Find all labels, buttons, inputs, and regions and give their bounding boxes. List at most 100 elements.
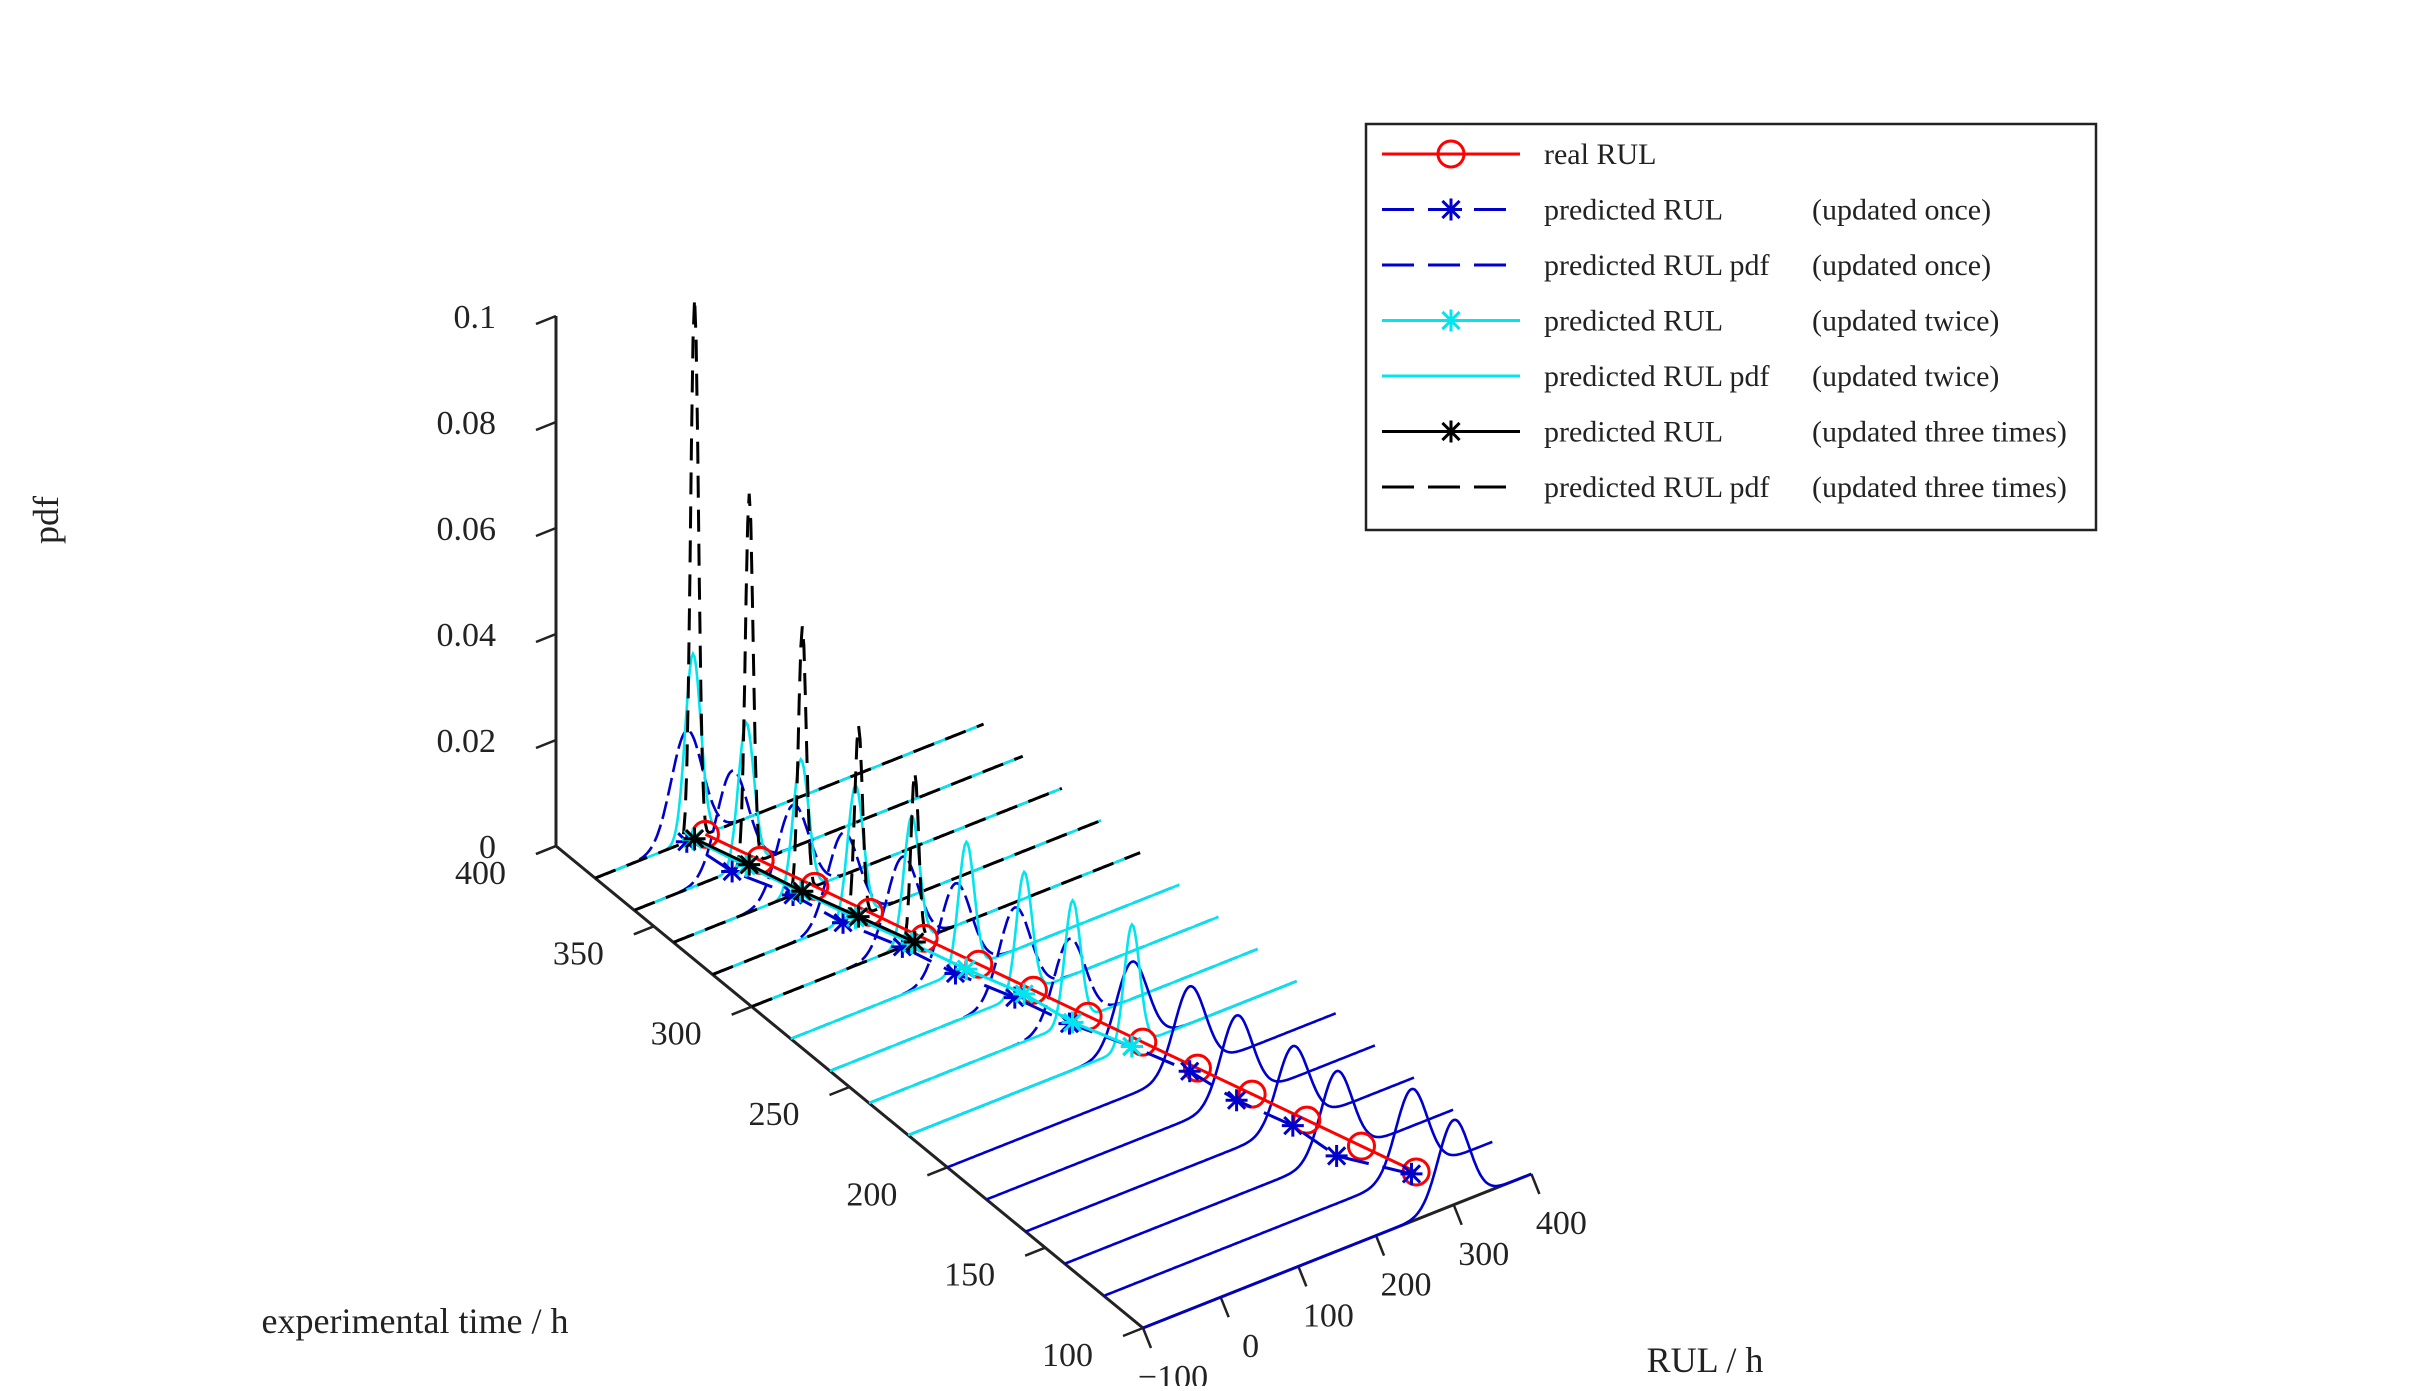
real-rul-point xyxy=(1346,1131,1376,1161)
asterisk-stroke xyxy=(1441,310,1461,331)
legend-label: predicted RUL xyxy=(1544,194,1723,227)
rul-tick-label: 300 xyxy=(1458,1236,1509,1273)
pdf-curve-updated-twice-t240 xyxy=(868,898,1258,1105)
asterisk-stroke xyxy=(1226,1090,1247,1110)
pdf-curve-updated-three-times-t300 xyxy=(751,772,1141,1009)
predicted-rul-point xyxy=(847,905,870,928)
time-tick-mark xyxy=(535,844,557,856)
legend-label: predicted RUL xyxy=(1544,305,1723,338)
asterisk-stroke xyxy=(848,906,869,927)
rul-tick-mark xyxy=(1452,1204,1463,1226)
time-tick-label: 200 xyxy=(846,1176,897,1213)
pdf-tick-mark xyxy=(535,526,557,538)
predicted-rul-point xyxy=(1013,982,1036,1005)
predicted-rul-point xyxy=(1400,1162,1423,1185)
rul-tick-mark xyxy=(1219,1296,1230,1318)
legend-note: (updated once) xyxy=(1812,249,1991,282)
pdf-tick-mark xyxy=(535,420,557,432)
asterisk-stroke xyxy=(684,829,705,849)
real-rul-point xyxy=(1128,1027,1158,1057)
pdf-tick-label: 0.06 xyxy=(436,511,496,548)
time-tick-label: 250 xyxy=(748,1096,799,1133)
asterisk-stroke xyxy=(739,855,759,875)
legend-asterisk-marker xyxy=(1440,309,1462,332)
rul-tick-label: 0 xyxy=(1242,1328,1259,1365)
z-axis-title: pdf xyxy=(26,496,66,544)
time-tick-label: 100 xyxy=(1042,1337,1093,1374)
asterisk-stroke xyxy=(1441,199,1461,220)
time-tick-mark xyxy=(829,1085,850,1097)
asterisk-stroke xyxy=(1180,1061,1200,1081)
predicted-rul-point xyxy=(1120,1035,1143,1058)
y-axis-title: experimental time / h xyxy=(262,1301,569,1341)
asterisk-stroke xyxy=(1326,1146,1347,1166)
pdf-curve-updated-three-times-t380 xyxy=(594,298,985,880)
pdf-curve-updated-once-t160 xyxy=(1025,1044,1415,1233)
pdf-curve-updated-three-times-t340 xyxy=(672,626,1063,944)
rul-tick-label: −100 xyxy=(1138,1359,1208,1386)
asterisk-stroke xyxy=(1122,1036,1142,1057)
asterisk-stroke xyxy=(1062,1012,1083,1033)
legend-asterisk-marker xyxy=(1440,198,1462,221)
pdf-curves-group xyxy=(594,298,1532,1330)
legend: real RUL predicted RUL (updated once) predi… xyxy=(1364,122,2098,532)
predicted-rul-point xyxy=(1061,1011,1084,1034)
legend-label: predicted RUL pdf xyxy=(1544,249,1769,282)
time-tick-mark xyxy=(926,1166,948,1177)
asterisk-stroke xyxy=(905,932,925,952)
predicted-rul-point xyxy=(791,880,814,903)
asterisk-stroke xyxy=(1283,1116,1303,1136)
rul-series-group xyxy=(675,819,1431,1187)
asterisk-stroke xyxy=(956,959,976,979)
pdf-tick-label: 0 xyxy=(479,829,496,866)
pdf-curve-updated-twice-t280 xyxy=(790,839,1180,1041)
asterisk-stroke xyxy=(1014,984,1034,1004)
pdf-tick-label: 0.04 xyxy=(436,617,496,654)
predicted-rul-point xyxy=(1281,1114,1304,1137)
time-tick-mark xyxy=(731,1005,753,1016)
time-tick-mark xyxy=(1122,1326,1144,1338)
rul-tick-label: 400 xyxy=(1536,1205,1587,1242)
legend-label: predicted RUL pdf xyxy=(1544,360,1769,393)
legend-asterisk-marker xyxy=(1440,420,1462,443)
rul-tick-mark xyxy=(1297,1265,1308,1287)
pdf-curve-updated-twice-t260 xyxy=(829,869,1219,1073)
rul-tick-label: 100 xyxy=(1303,1297,1354,1334)
time-tick-label: 350 xyxy=(553,935,604,972)
pdf-curve-updated-once-t220 xyxy=(907,960,1298,1137)
time-tick-mark xyxy=(1024,1246,1046,1257)
pdf-tick-mark xyxy=(535,632,557,644)
rul-tick-mark xyxy=(1374,1235,1386,1257)
time-tick-mark xyxy=(633,925,655,936)
predicted-rul-point xyxy=(683,827,706,850)
real-rul-point xyxy=(1237,1079,1267,1109)
real-rul-point xyxy=(1182,1053,1212,1083)
pdf-tick-mark xyxy=(535,738,557,750)
pdf-curve-updated-once-t240 xyxy=(868,937,1258,1105)
legend-label: predicted RUL xyxy=(1544,416,1723,449)
pdf-curve-updated-once-t200 xyxy=(946,984,1337,1169)
pdf-tick-label: 0.1 xyxy=(453,299,496,336)
asterisk-stroke xyxy=(1441,421,1461,442)
pdf-curve-updated-three-times-t360 xyxy=(633,493,1024,912)
legend-note: (updated three times) xyxy=(1812,471,2067,504)
rul-tick-mark xyxy=(1141,1327,1153,1349)
legend-note: (updated once) xyxy=(1812,194,1991,227)
legend-note: (updated three times) xyxy=(1812,416,2067,449)
time-tick-label: 400 xyxy=(455,855,506,892)
x-axis-title: RUL / h xyxy=(1647,1340,1764,1380)
pdf-tick-mark xyxy=(535,314,557,326)
rul-tick-label: 200 xyxy=(1381,1267,1432,1304)
time-tick-label: 300 xyxy=(651,1016,702,1053)
predicted-rul-point xyxy=(738,853,761,876)
predicted-rul-point xyxy=(1225,1089,1248,1112)
pdf-tick-label: 0.02 xyxy=(436,723,496,760)
asterisk-stroke xyxy=(792,881,812,901)
pdf-curve-updated-three-times-t320 xyxy=(711,725,1102,976)
rul-tick-mark xyxy=(1530,1173,1541,1195)
pdf-tick-label: 0.08 xyxy=(436,405,496,442)
predicted-rul-point xyxy=(1178,1060,1201,1083)
legend-circle-marker xyxy=(1436,139,1466,169)
legend-note: (updated twice) xyxy=(1812,360,1999,393)
